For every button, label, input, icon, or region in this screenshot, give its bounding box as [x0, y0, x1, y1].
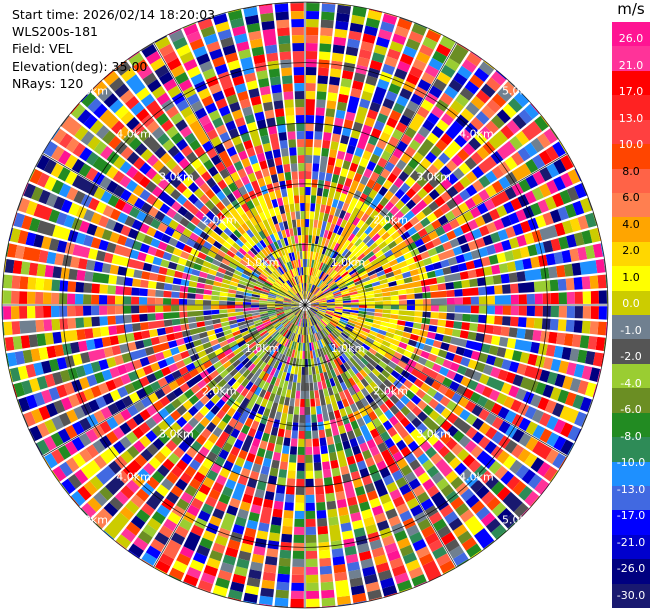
ring-label: 2.0km — [202, 385, 237, 398]
azimuth-spoke — [304, 304, 568, 457]
radar-gates — [2, 2, 608, 609]
colorbar-swatch — [612, 437, 650, 462]
colorbar-tick-label: -30.0 — [616, 589, 646, 602]
colorbar-tick-label: 21.0 — [618, 58, 644, 72]
colorbar-tick-label: 2.0 — [622, 244, 640, 258]
colorbar-tick-label: -2.0 — [620, 350, 642, 364]
gate-group — [2, 3, 601, 593]
gate-group — [11, 27, 589, 602]
colorbar-tick-label: 13.0 — [618, 111, 644, 125]
ring-label: 2.0km — [373, 385, 408, 398]
azimuth-spoke — [304, 153, 568, 306]
colorbar-tick-label: -21.0 — [616, 535, 646, 549]
ring-label: 3.0km — [416, 170, 451, 183]
colorbar-unit: m/s — [617, 0, 645, 18]
colorbar-tick-label: -17.0 — [616, 509, 646, 523]
gate-group — [3, 13, 608, 600]
gate-group — [8, 3, 607, 591]
ring-label: 4.0km — [459, 128, 494, 141]
start-time-label: Start time: 2026/02/14 18:20:03 — [12, 7, 216, 22]
scan-info: Start time: 2026/02/14 18:20:03 WLS200s-… — [12, 6, 215, 92]
ring-label: 5.0km — [502, 513, 537, 526]
gate-group — [52, 13, 592, 589]
colorbar-swatch — [612, 339, 650, 365]
azimuth-spoke — [304, 304, 457, 568]
ring-label: 2.0km — [373, 213, 408, 226]
elevation-label: Elevation(deg): 35.00 — [12, 58, 148, 74]
ring-label: 5.0km — [502, 85, 537, 98]
ring-label: 1.0km — [245, 342, 280, 355]
colorbar-swatch — [612, 412, 650, 438]
azimuth-spoke — [153, 304, 306, 568]
colorbar-swatch — [612, 510, 650, 536]
ring-label: 4.0km — [459, 470, 494, 483]
field-label: Field: VEL — [12, 41, 73, 57]
ring-label: 1.0km — [331, 256, 366, 269]
colorbar-tick-label: -4.0 — [620, 376, 642, 390]
instrument-label: WLS200s-181 — [12, 24, 98, 40]
colorbar-tick-label: -8.0 — [620, 429, 642, 443]
colorbar-swatch — [612, 315, 650, 340]
azimuth-spoke — [42, 304, 306, 457]
range-ring-grid — [1, 1, 609, 609]
ppi-velocity-chart: 1.0km 1.0km 1.0km 1.0km 2.0km 2.0km 2.0km 2.0km… — [1, 1, 609, 609]
colorbar-swatch — [612, 168, 650, 194]
ring-label: 3.0km — [159, 428, 194, 441]
azimuth-spoke — [304, 42, 457, 306]
colorbar-swatch — [612, 363, 650, 389]
colorbar-tick-label: 6.0 — [622, 191, 640, 205]
colorbar-swatch — [612, 144, 650, 169]
colorbar-swatch — [612, 388, 650, 414]
ring-label: 4.0km — [116, 470, 151, 483]
colorbar-tick-label: 26.0 — [618, 32, 644, 45]
colorbar-tick-label: -10.0 — [616, 456, 646, 470]
ring-label: 3.0km — [416, 428, 451, 441]
nrays-label: NRays: 120 — [12, 75, 84, 91]
colorbar-swatch — [612, 534, 650, 560]
colorbar-tick-label: -6.0 — [620, 403, 642, 417]
colorbar-swatch — [612, 70, 650, 96]
gate-group — [11, 11, 602, 606]
colorbar-tick-label: 1.0 — [622, 270, 640, 284]
ring-label: 2.0km — [202, 213, 237, 226]
ring-label: 4.0km — [116, 128, 151, 141]
colorbar-swatch — [612, 95, 650, 121]
colorbar-swatch — [612, 559, 650, 585]
ring-label: 1.0km — [245, 256, 280, 269]
colorbar-swatch — [612, 290, 650, 316]
colorbar-swatch — [612, 192, 650, 218]
ring-label: 1.0km — [331, 342, 366, 355]
colorbar-swatch — [612, 461, 650, 487]
colorbar-tick-label: 17.0 — [618, 85, 644, 99]
colorbar-tick-label: -26.0 — [616, 562, 646, 576]
velocity-colorbar: 26.0 21.0 17.0 13.0 10.0 8.0 6.0 4.0 2.0 1.0 0.0 -1… — [612, 22, 650, 609]
ring-labels: 1.0km 1.0km 1.0km 1.0km 2.0km 2.0km 2.0km 2.0km… — [73, 85, 536, 527]
colorbar-tick-label: -1.0 — [620, 323, 642, 337]
colorbar-swatch — [612, 22, 650, 47]
ring-label: 5.0km — [73, 85, 108, 98]
colorbar-swatch — [612, 119, 650, 145]
colorbar-swatch — [612, 266, 650, 292]
ring-label: 3.0km — [159, 170, 194, 183]
colorbar-swatch — [612, 46, 650, 72]
colorbar-tick-label: 8.0 — [622, 164, 640, 178]
colorbar-tick-label: 4.0 — [622, 217, 640, 231]
colorbar-swatch — [612, 241, 650, 267]
ring-label: 5.0km — [73, 513, 108, 526]
colorbar-swatch — [612, 485, 650, 511]
gate-group — [3, 9, 581, 575]
colorbar-swatch — [612, 583, 650, 609]
colorbar-tick-label: -13.0 — [616, 482, 646, 496]
colorbar-tick-label: 0.0 — [622, 297, 640, 311]
colorbar-tick-label: 10.0 — [618, 138, 644, 152]
azimuth-spoke — [153, 42, 306, 306]
azimuth-spoke — [42, 153, 306, 306]
gate-group — [18, 11, 607, 604]
colorbar-swatch — [612, 217, 650, 243]
